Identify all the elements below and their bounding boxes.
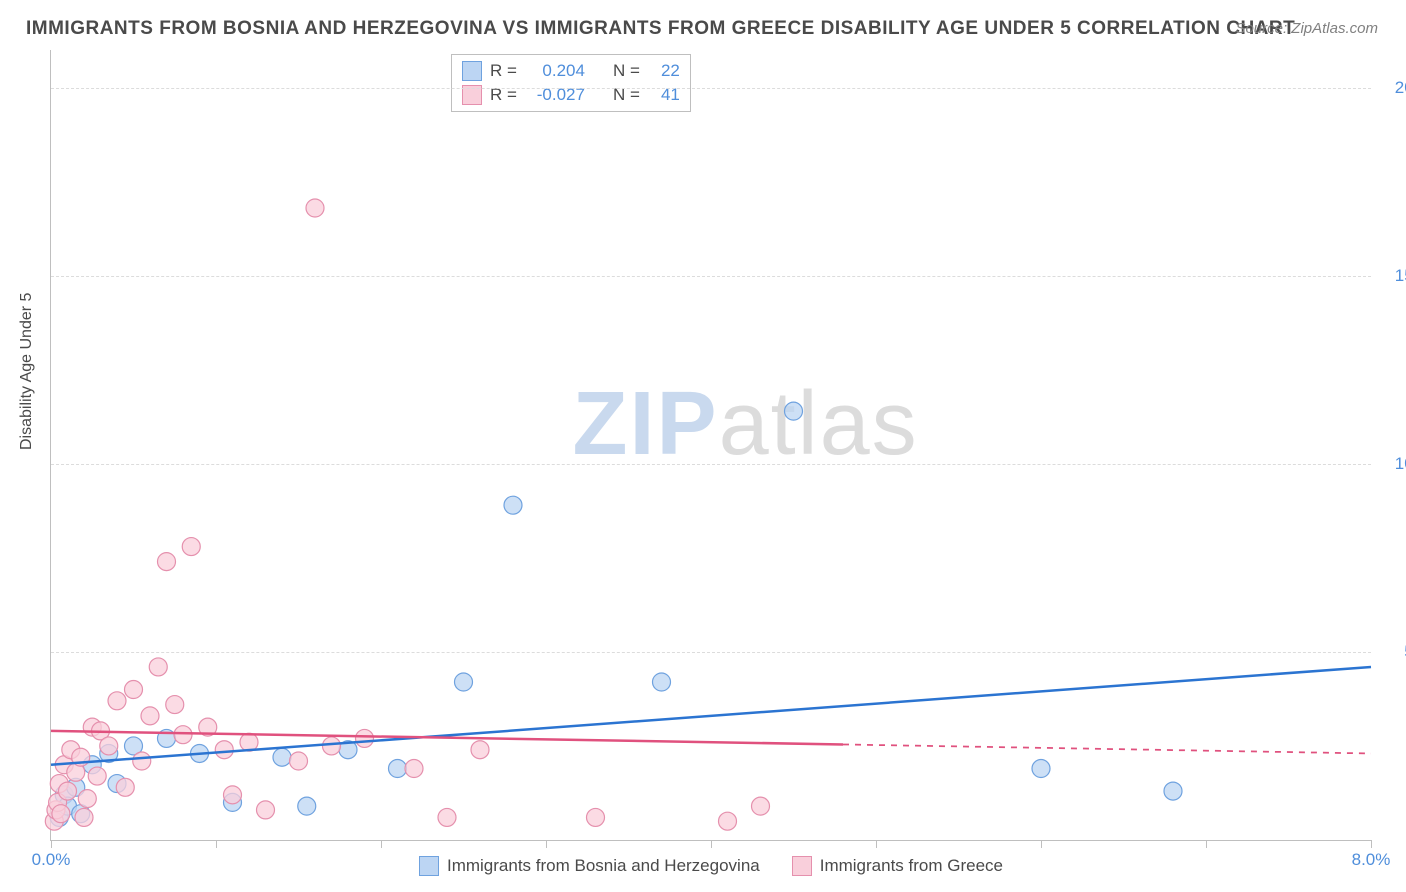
data-point	[133, 752, 151, 770]
y-tick-label: 20.0%	[1383, 78, 1406, 98]
data-point	[215, 741, 233, 759]
x-tick	[381, 840, 382, 848]
x-tick	[51, 840, 52, 848]
data-point	[166, 696, 184, 714]
source-label: Source: ZipAtlas.com	[1235, 20, 1378, 37]
chart-title: IMMIGRANTS FROM BOSNIA AND HERZEGOVINA V…	[26, 18, 1295, 40]
swatch-icon	[462, 61, 482, 81]
data-point	[587, 808, 605, 826]
trend-line	[51, 667, 1371, 765]
data-point	[1032, 760, 1050, 778]
data-point	[116, 778, 134, 796]
gridline-h	[51, 464, 1371, 465]
data-point	[405, 760, 423, 778]
correlation-legend: R = 0.204 N = 22R =-0.027N =41	[451, 54, 691, 112]
chart-svg	[51, 50, 1371, 840]
trend-line-extrapolated	[843, 744, 1371, 753]
data-point	[141, 707, 159, 725]
x-tick	[546, 840, 547, 848]
x-tick	[216, 840, 217, 848]
n-value: 22	[648, 61, 680, 81]
y-tick-label: 15.0%	[1383, 266, 1406, 286]
data-point	[719, 812, 737, 830]
data-point	[125, 681, 143, 699]
x-tick	[711, 840, 712, 848]
data-point	[438, 808, 456, 826]
data-point	[298, 797, 316, 815]
data-point	[306, 199, 324, 217]
r-value: 0.204	[525, 61, 585, 81]
data-point	[785, 402, 803, 420]
legend-item-bosnia: Immigrants from Bosnia and Herzegovina	[419, 856, 760, 876]
data-point	[653, 673, 671, 691]
x-tick-label: 8.0%	[1352, 850, 1391, 870]
y-tick-label: 5.0%	[1383, 642, 1406, 662]
legend-item-greece: Immigrants from Greece	[792, 856, 1003, 876]
correlation-row: R = 0.204 N = 22	[462, 59, 680, 83]
series-legend: Immigrants from Bosnia and Herzegovina I…	[51, 856, 1371, 876]
data-point	[455, 673, 473, 691]
data-point	[257, 801, 275, 819]
data-point	[182, 538, 200, 556]
x-tick	[1206, 840, 1207, 848]
x-tick	[1371, 840, 1372, 848]
data-point	[504, 496, 522, 514]
data-point	[75, 808, 93, 826]
data-point	[323, 737, 341, 755]
swatch-greece	[792, 856, 812, 876]
gridline-h	[51, 276, 1371, 277]
data-point	[158, 553, 176, 571]
data-point	[88, 767, 106, 785]
plot-area: ZIPatlas R =0.204N =22R =-0.027N =41 Imm…	[50, 50, 1371, 841]
data-point	[471, 741, 489, 759]
data-point	[78, 790, 96, 808]
x-tick-label: 0.0%	[32, 850, 71, 870]
data-point	[174, 726, 192, 744]
data-point	[224, 786, 242, 804]
n-label: N =	[613, 61, 640, 81]
data-point	[59, 782, 77, 800]
swatch-bosnia	[419, 856, 439, 876]
y-tick-label: 10.0%	[1383, 454, 1406, 474]
x-tick	[876, 840, 877, 848]
data-point	[356, 729, 374, 747]
data-point	[1164, 782, 1182, 800]
r-label: R =	[490, 61, 517, 81]
y-axis-label: Disability Age Under 5	[18, 293, 36, 450]
data-point	[100, 737, 118, 755]
data-point	[108, 692, 126, 710]
data-point	[52, 805, 70, 823]
legend-label-bosnia: Immigrants from Bosnia and Herzegovina	[447, 856, 760, 876]
data-point	[389, 760, 407, 778]
gridline-h	[51, 652, 1371, 653]
data-point	[290, 752, 308, 770]
data-point	[149, 658, 167, 676]
x-tick	[1041, 840, 1042, 848]
correlation-row: R =-0.027N =41	[462, 83, 680, 107]
gridline-h	[51, 88, 1371, 89]
data-point	[273, 748, 291, 766]
data-point	[752, 797, 770, 815]
legend-label-greece: Immigrants from Greece	[820, 856, 1003, 876]
